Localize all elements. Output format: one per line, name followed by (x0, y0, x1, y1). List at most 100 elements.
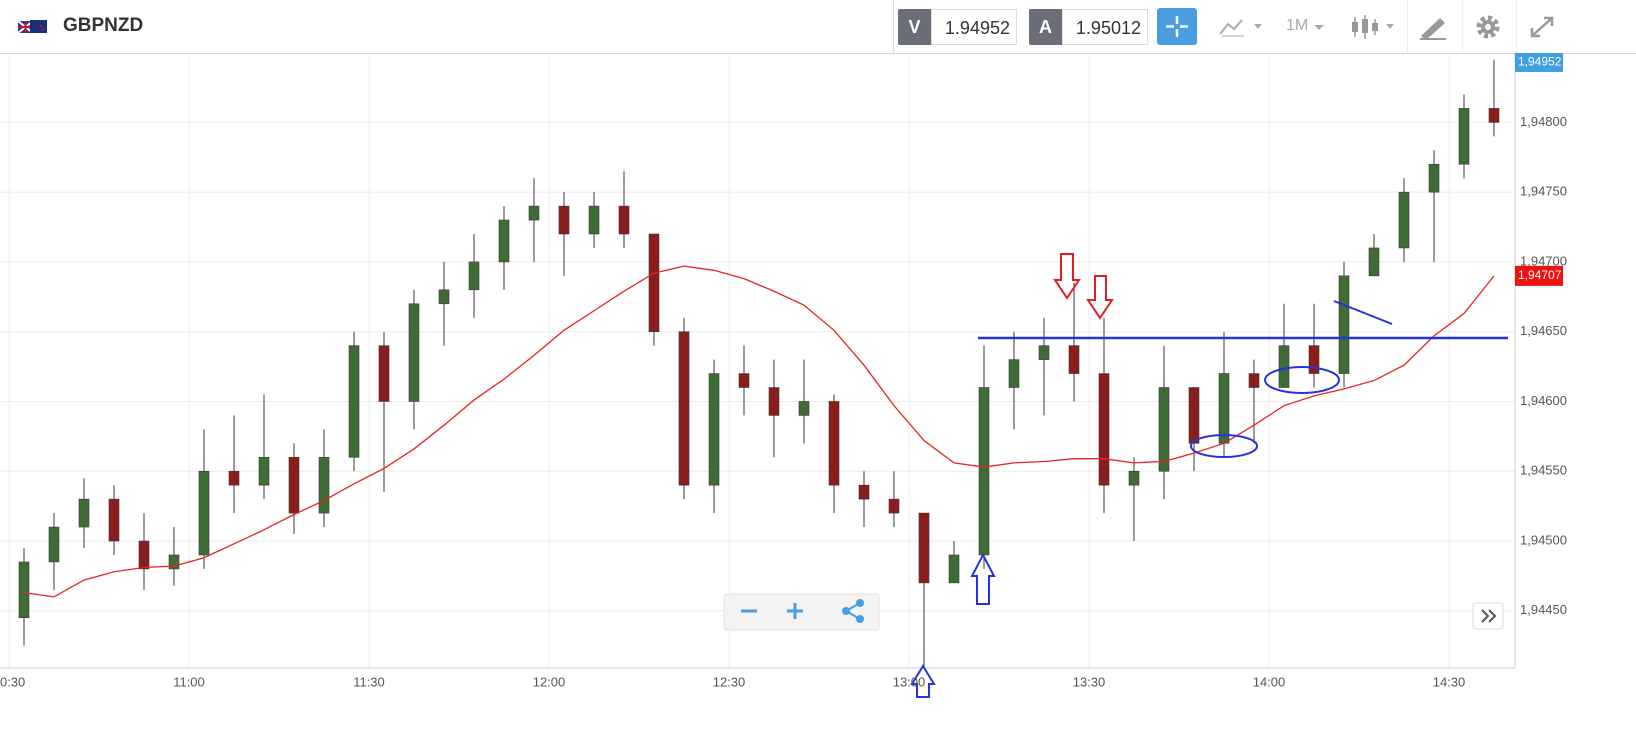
y-tick-label: 1,94500 (1520, 532, 1567, 547)
up-arrow (910, 664, 936, 698)
candle-body (318, 456, 330, 514)
candle-body (558, 205, 570, 235)
dropdown-caret[interactable] (1312, 24, 1326, 32)
buy-price[interactable]: 1.95012 (1062, 9, 1148, 45)
candle-body (858, 484, 870, 500)
ellipse-marker (1264, 366, 1340, 394)
candle-body (798, 401, 810, 416)
candle-body (168, 554, 180, 570)
candle-body (228, 470, 240, 486)
zoom-in-button[interactable] (787, 603, 803, 619)
scroll-end-icon (1481, 609, 1497, 623)
candle-body (1428, 163, 1440, 193)
candle-body (828, 401, 840, 486)
x-tick-label: 14:00 (1253, 674, 1286, 689)
divider (1462, 0, 1463, 53)
divider (1407, 0, 1408, 53)
x-tick-label: 11:00 (173, 674, 205, 689)
candle-body (378, 345, 390, 402)
candle-body (1158, 387, 1170, 472)
candle-body (918, 512, 930, 584)
sell-button[interactable]: V (898, 9, 931, 45)
candle-body (708, 373, 720, 486)
candle-body (978, 387, 990, 556)
candle-body (1278, 345, 1290, 388)
price-box (1515, 53, 1563, 72)
y-tick-label: 1,94650 (1520, 323, 1567, 338)
candle-body (1218, 373, 1230, 444)
candle-body (198, 470, 210, 556)
x-tick-label: 13:30 (1073, 674, 1106, 689)
candle-body (1188, 387, 1200, 444)
candle-body (1098, 373, 1110, 486)
candle-body (138, 540, 150, 570)
x-tick-label: 12:30 (713, 674, 746, 689)
candle-body (258, 456, 270, 486)
timeframe[interactable]: 1M (1286, 17, 1309, 34)
crosshair-button[interactable] (1157, 8, 1197, 45)
settings-button[interactable] (1474, 13, 1502, 41)
share-button[interactable] (842, 599, 864, 623)
candle-body (1008, 359, 1020, 388)
candle-body (888, 498, 900, 514)
x-tick-label: 11:30 (353, 674, 385, 689)
x-tick-label: 14:30 (1433, 674, 1466, 689)
y-tick-label: 1,94550 (1520, 463, 1567, 478)
down-arrow (1053, 253, 1081, 300)
zoom-controls (723, 593, 1504, 631)
candle-body (1458, 108, 1470, 165)
candle-body (468, 261, 480, 291)
candle-body (1128, 470, 1140, 486)
candle-body (1248, 373, 1260, 388)
candle-body (1338, 275, 1350, 374)
candle-body (1488, 108, 1500, 123)
down-arrow (1086, 275, 1114, 320)
y-tick-label: 1,94700 (1520, 253, 1567, 268)
candle-body (1038, 345, 1050, 360)
fullscreen-button[interactable] (1528, 14, 1556, 40)
trend-line (1333, 300, 1393, 325)
y-tick-label: 1,94450 (1520, 602, 1567, 617)
candle-body (1068, 345, 1080, 374)
symbol: GBPNZD (63, 15, 144, 36)
candle-body (1368, 247, 1380, 277)
candle-body (438, 289, 450, 305)
candle-body (738, 373, 750, 388)
ma-price-box (1515, 265, 1563, 286)
candle-body (1308, 345, 1320, 374)
candle-type-button[interactable] (1350, 14, 1400, 40)
chart-type-button[interactable] (1218, 16, 1268, 38)
candle-body (678, 331, 690, 486)
candle-body (348, 345, 360, 458)
candle-body (648, 233, 660, 332)
candle-body (528, 205, 540, 221)
up-arrow (970, 552, 996, 605)
candle-body (948, 554, 960, 584)
price-label: 1,94952 (1518, 55, 1562, 69)
candle-body (48, 526, 60, 563)
candle-body (408, 303, 420, 402)
ma-price-label: 1,94707 (1518, 268, 1562, 282)
candle-body (1398, 191, 1410, 249)
y-tick-label: 1,94750 (1520, 184, 1567, 199)
candle-body (108, 498, 120, 542)
candle-body (768, 387, 780, 416)
sell-price[interactable]: 1.94952 (931, 9, 1017, 45)
flag-icon (18, 20, 47, 34)
candle-body (78, 498, 90, 528)
candle-body (18, 561, 30, 619)
divider (1516, 0, 1517, 53)
y-tick-label: 1,94600 (1520, 393, 1567, 408)
draw-button[interactable] (1418, 14, 1448, 40)
y-tick-label: 1,94800 (1520, 114, 1567, 129)
candle-body (288, 456, 300, 514)
x-tick-label: 13:00 (893, 674, 926, 689)
toolbar: GBPNZD V 1.94952 A 1.95012 1M (0, 0, 1636, 54)
x-tick-label: 12:00 (533, 674, 566, 689)
divider (893, 0, 894, 53)
x-tick-label: 10:30 (0, 674, 25, 689)
buy-button[interactable]: A (1029, 9, 1062, 45)
candle-body (588, 205, 600, 235)
